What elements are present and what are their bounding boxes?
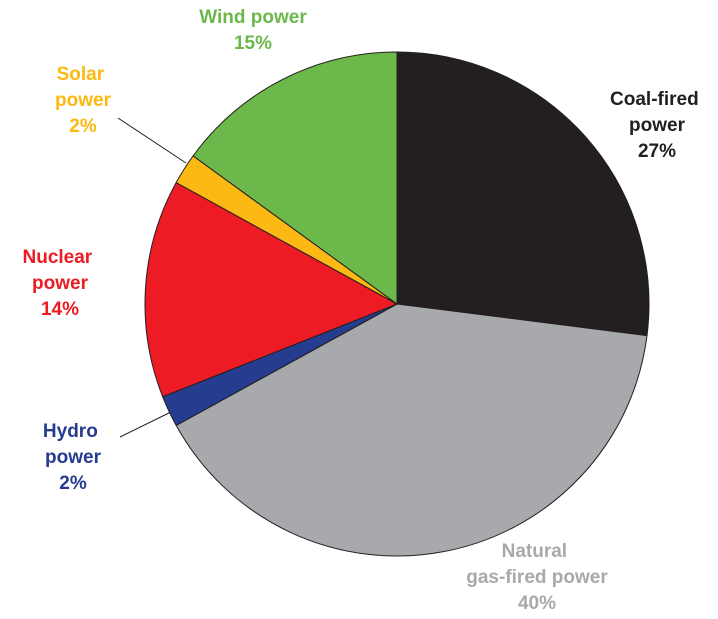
slice-label: Wind power — [199, 7, 307, 28]
label-line: power — [629, 115, 686, 136]
label-line: power — [32, 273, 89, 294]
value-label: 2% — [59, 473, 87, 494]
label-line: power — [55, 90, 112, 111]
slice-label: Natural gas-fired power — [466, 541, 608, 588]
leader-line — [119, 410, 174, 438]
pie-slice — [396, 51, 650, 337]
value-label: 14% — [41, 299, 79, 320]
label-line: Hydro — [43, 421, 103, 442]
label-line: Natural — [502, 541, 573, 562]
slice-label: Coal-fired power — [610, 89, 704, 136]
value-label: 27% — [638, 141, 676, 162]
value-label: 15% — [234, 33, 272, 54]
pie-slice — [192, 51, 398, 305]
label-line: Solar — [57, 64, 110, 85]
label-line: Coal-fired — [610, 89, 704, 110]
label-line: Nuclear — [23, 247, 98, 268]
label-line: Wind power — [199, 7, 307, 28]
value-label: 40% — [518, 593, 556, 614]
label-line: gas-fired power — [466, 567, 608, 588]
slice-label: Solar power — [55, 64, 112, 111]
pie-slice — [144, 181, 399, 398]
label-line: power — [45, 447, 102, 468]
leader-line — [117, 117, 187, 164]
pie-slice — [175, 303, 648, 557]
slice-label: Hydro power — [43, 421, 103, 468]
value-label: 2% — [69, 116, 97, 137]
slice-label: Nuclear power — [23, 247, 98, 294]
